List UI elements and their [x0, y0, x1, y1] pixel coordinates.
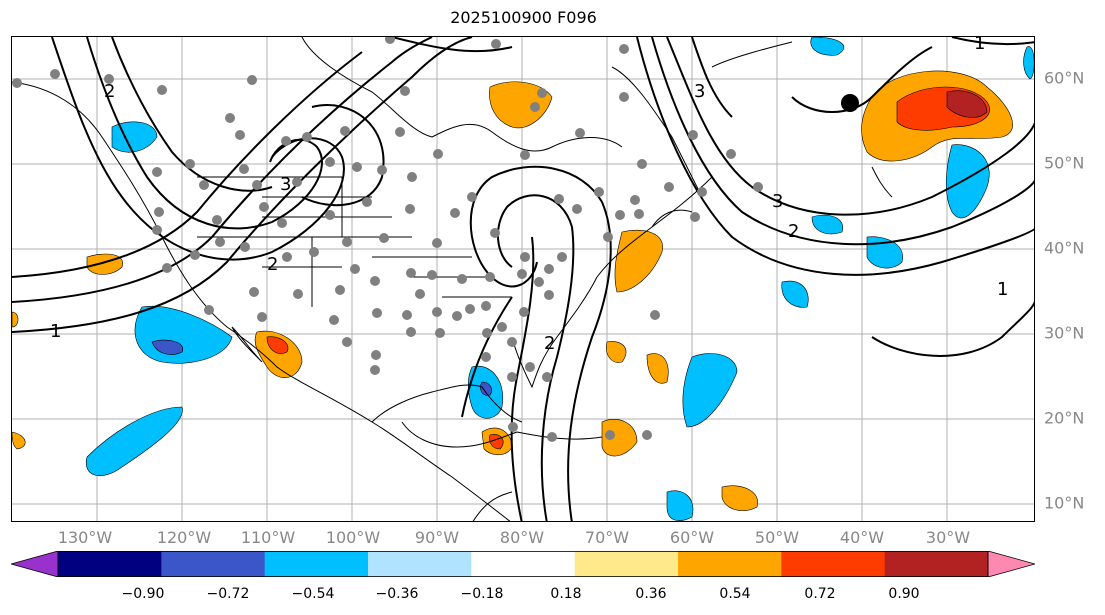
lon-label: 70°W	[584, 528, 630, 547]
lat-label: 20°N	[1044, 408, 1085, 428]
colorbar-tick-label: 0.18	[550, 586, 582, 602]
lon-label: 80°W	[499, 528, 545, 547]
map-canvas[interactable]: 1 2 3 2 1 2 3 1 2 3	[12, 37, 1035, 522]
contour-label: 3	[280, 174, 291, 195]
colorbar-tick-label: −0.54	[291, 586, 335, 602]
station-markers	[12, 37, 763, 442]
lon-label: 100°W	[325, 528, 381, 547]
lat-label: 50°N	[1044, 153, 1085, 173]
colorbar	[11, 551, 1035, 577]
lat-label: 40°N	[1044, 238, 1085, 258]
lon-label: 120°W	[156, 528, 212, 547]
colorbar-tick-label: −0.36	[375, 586, 419, 602]
lon-label: 30°W	[925, 528, 971, 547]
coastlines	[12, 37, 893, 521]
lon-label: 40°W	[839, 528, 885, 547]
colorbar-extend-max	[987, 551, 1035, 577]
colorbar-tick-label: 0.90	[888, 586, 920, 602]
contour-label: 1	[50, 321, 61, 342]
map-panel[interactable]: 1 2 3 2 1 2 3 1 2 3	[11, 36, 1035, 522]
lon-label: 130°W	[57, 528, 113, 547]
colorbar-segment	[781, 551, 886, 577]
colorbar-tick-label: −0.18	[460, 586, 504, 602]
lat-label: 30°N	[1044, 323, 1085, 343]
colorbar-segment	[264, 551, 369, 577]
colorbar-segment	[471, 551, 576, 577]
contour-label-group: 1 2 3 2 1 2 3 1 2 3	[50, 37, 1008, 354]
colorbar-outline	[57, 551, 989, 577]
colorbar-segment	[884, 551, 989, 577]
colorbar-tick-label: 0.36	[635, 586, 667, 602]
contour-label: 2	[788, 221, 799, 242]
colorbar-segment	[678, 551, 782, 577]
contour-label: 2	[544, 333, 555, 354]
contour-label: 3	[694, 81, 705, 102]
lat-label: 60°N	[1044, 68, 1085, 88]
colorbar-tick-label: 0.54	[719, 586, 751, 602]
colorbar-tick-label: −0.72	[206, 586, 250, 602]
contour-label: 1	[997, 279, 1008, 300]
contour-label: 3	[772, 191, 783, 212]
lon-label: 110°W	[240, 528, 296, 547]
contour-label: 2	[104, 81, 115, 102]
lat-label: 10°N	[1044, 493, 1085, 513]
colorbar-tick-label: −0.90	[121, 586, 165, 602]
colorbar-extend-min	[11, 551, 59, 577]
colorbar-tick-label: 0.72	[804, 586, 836, 602]
colorbar-segment	[161, 551, 266, 577]
highlight-marker	[841, 94, 859, 112]
colorbar-segment	[58, 551, 162, 577]
map-title: 2025100900 F096	[450, 8, 597, 27]
colorbar-segment	[368, 551, 472, 577]
contour-label: 2	[267, 254, 278, 275]
lon-label: 90°W	[414, 528, 460, 547]
colorbar-segment	[574, 551, 679, 577]
contour-label: 1	[974, 37, 985, 54]
lon-label: 50°W	[754, 528, 800, 547]
shaded-field	[12, 37, 1034, 521]
lon-label: 60°W	[669, 528, 715, 547]
